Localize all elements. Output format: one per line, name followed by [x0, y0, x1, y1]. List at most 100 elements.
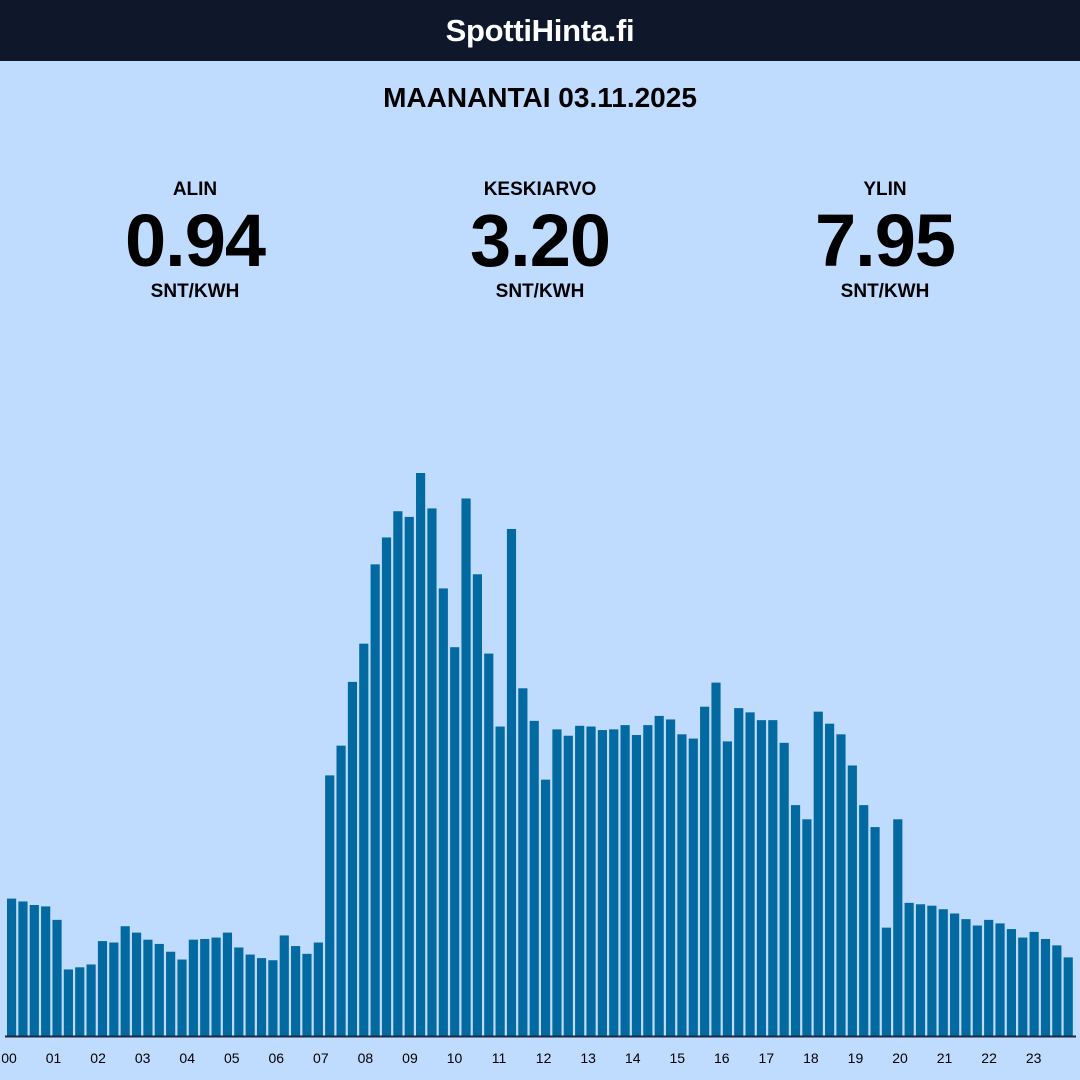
- price-bar: [393, 511, 403, 1036]
- price-bar: [915, 904, 926, 1036]
- stat-avg: KESKIARVO 3.20 SNT/KWH: [390, 178, 690, 304]
- price-bar: [904, 902, 914, 1036]
- price-bar: [461, 498, 471, 1036]
- price-bar: [416, 473, 426, 1036]
- price-bar: [234, 947, 244, 1036]
- price-bar: [29, 904, 39, 1036]
- price-bar: [677, 734, 687, 1036]
- price-bar: [700, 706, 710, 1036]
- x-tick-label: 10: [447, 1050, 463, 1066]
- x-tick-label: 22: [981, 1050, 997, 1066]
- price-bar: [1063, 957, 1073, 1036]
- stat-avg-label: KESKIARVO: [483, 179, 597, 200]
- x-tick-label: 00: [1, 1050, 17, 1066]
- x-tick-label: 21: [937, 1050, 953, 1066]
- price-bar: [109, 942, 119, 1036]
- price-bar: [325, 775, 335, 1036]
- x-tick-label: 07: [313, 1050, 329, 1066]
- stat-min-label: ALIN: [172, 179, 218, 200]
- price-bar: [665, 719, 676, 1036]
- price-bar: [291, 946, 301, 1036]
- price-bar: [302, 953, 312, 1036]
- price-bar: [518, 688, 528, 1036]
- price-bar: [836, 734, 846, 1036]
- x-tick-label: 12: [536, 1050, 552, 1066]
- price-bar: [631, 735, 642, 1036]
- price-bar: [438, 588, 448, 1036]
- price-bar: [143, 939, 153, 1036]
- price-bar: [484, 653, 494, 1036]
- x-tick-label: 03: [135, 1050, 151, 1066]
- price-bar: [813, 711, 823, 1036]
- stat-avg-value: 3.20: [469, 199, 611, 282]
- x-tick-label: 16: [714, 1050, 730, 1066]
- price-bar: [97, 941, 108, 1036]
- price-bar: [200, 938, 210, 1036]
- price-bar: [427, 508, 437, 1036]
- stat-min-value: 0.94: [124, 199, 266, 282]
- x-tick-label: 02: [90, 1050, 106, 1066]
- price-bar: [18, 901, 28, 1036]
- price-bar: [279, 935, 289, 1036]
- site-title[interactable]: SpottiHinta.fi: [445, 12, 635, 48]
- price-bar: [654, 715, 664, 1036]
- x-tick-label: 14: [625, 1050, 641, 1066]
- price-bar: [166, 951, 176, 1036]
- x-tick-label: 19: [848, 1050, 864, 1066]
- price-bar: [472, 574, 482, 1036]
- price-bar: [7, 898, 17, 1036]
- x-tick-label: 08: [358, 1050, 374, 1066]
- price-bar: [370, 564, 380, 1036]
- price-bar: [256, 958, 267, 1036]
- site-header: SpottiHinta.fi: [0, 0, 1080, 61]
- price-bar: [768, 720, 778, 1036]
- price-bar: [529, 720, 539, 1036]
- price-bar: [131, 932, 142, 1036]
- price-bar: [1052, 945, 1062, 1036]
- x-tick-label: 17: [759, 1050, 775, 1066]
- price-bar: [609, 729, 619, 1036]
- price-bar: [972, 925, 982, 1036]
- price-bar: [120, 926, 130, 1036]
- stat-max-label: YLIN: [863, 179, 907, 200]
- price-bar: [734, 708, 744, 1036]
- price-bar: [188, 939, 198, 1036]
- price-bar: [336, 745, 346, 1036]
- price-bar: [688, 738, 698, 1036]
- price-bar: [1018, 937, 1028, 1036]
- price-bar: [359, 643, 369, 1036]
- price-bar: [893, 819, 903, 1036]
- price-bar: [961, 919, 971, 1036]
- price-bar: [711, 682, 721, 1036]
- stat-min-unit: SNT/KWH: [150, 281, 240, 302]
- price-bar: [86, 964, 96, 1036]
- price-bar: [575, 725, 585, 1036]
- price-bar: [790, 805, 801, 1036]
- price-bar: [450, 647, 460, 1036]
- price-bar: [347, 681, 358, 1036]
- price-bar: [1006, 929, 1016, 1036]
- price-bar: [41, 906, 51, 1036]
- price-bar: [950, 913, 960, 1036]
- price-bar: [541, 779, 551, 1036]
- price-bar: [802, 819, 812, 1036]
- stat-avg-unit: SNT/KWH: [495, 281, 585, 302]
- x-tick-label: 01: [46, 1050, 62, 1066]
- price-bar: [779, 742, 789, 1036]
- price-bar: [268, 960, 278, 1036]
- price-bar: [75, 967, 85, 1036]
- price-bar: [506, 528, 517, 1036]
- x-tick-label: 04: [179, 1050, 195, 1066]
- price-bar: [984, 919, 994, 1036]
- price-bar: [620, 725, 630, 1036]
- price-bar: [586, 726, 596, 1036]
- price-bar: [245, 954, 255, 1036]
- x-tick-label: 23: [1026, 1050, 1042, 1066]
- price-bar: [563, 735, 573, 1036]
- price-bar: [63, 969, 73, 1036]
- price-bar: [177, 959, 187, 1036]
- price-bar: [211, 937, 221, 1036]
- price-bar: [1040, 938, 1051, 1036]
- stat-min: ALIN 0.94 SNT/KWH: [45, 178, 345, 304]
